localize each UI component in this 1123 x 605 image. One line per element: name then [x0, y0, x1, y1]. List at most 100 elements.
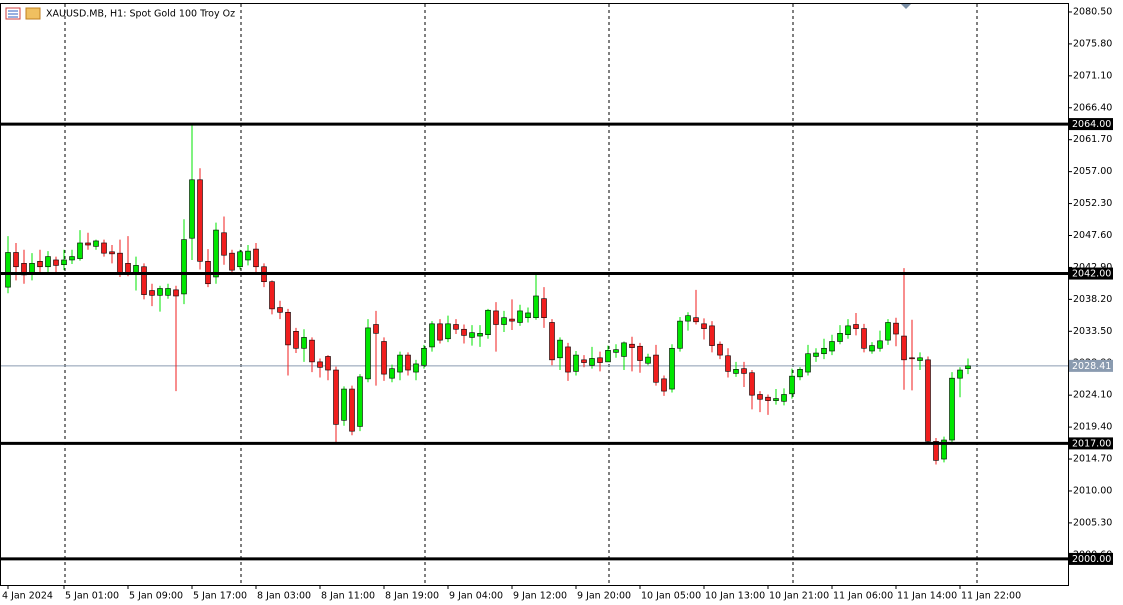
y-tick-label: 2071.10 [1073, 70, 1112, 81]
candle-body [69, 256, 75, 261]
candle-body [341, 388, 347, 421]
candle-body [557, 339, 563, 359]
candle-body [117, 252, 123, 274]
candle-body [941, 439, 947, 460]
y-tick-label: 2019.40 [1073, 422, 1112, 433]
candle-body [285, 311, 291, 346]
x-tick-label: 5 Jan 17:00 [193, 591, 247, 602]
candle-body [669, 347, 675, 390]
y-tick-label: 2066.40 [1073, 102, 1112, 113]
candle-body [741, 368, 747, 374]
candle-body [829, 341, 835, 352]
candle-body [469, 332, 475, 338]
candle-body [781, 394, 787, 402]
candle-body [493, 310, 499, 325]
shift-marker [901, 4, 911, 9]
candle-body [949, 377, 955, 441]
candle-body [821, 347, 827, 355]
candle-body [245, 250, 251, 261]
candle-body [765, 396, 771, 401]
candle-body [85, 242, 91, 246]
candle-body [877, 340, 883, 349]
candle-body [269, 281, 275, 310]
candle-body [109, 251, 115, 255]
plot [1, 122, 1068, 561]
candle-body [549, 322, 555, 361]
level-label-box [1069, 118, 1113, 131]
price-label: 2028.41 [1072, 361, 1111, 372]
y-tick-label: 2038.20 [1073, 294, 1112, 305]
candle-body [805, 353, 811, 373]
candle-body [437, 323, 443, 341]
candle-body [853, 324, 859, 329]
x-tick-label: 4 Jan 2024 [2, 591, 53, 602]
x-tick-label: 8 Jan 03:00 [257, 591, 311, 602]
candle-body [901, 335, 907, 361]
candle-body [325, 356, 331, 371]
candle-body [797, 369, 803, 378]
candle-body [365, 327, 371, 380]
level-label: 2000.00 [1072, 554, 1111, 565]
candle-body [173, 289, 179, 297]
x-tick-label: 8 Jan 11:00 [321, 591, 375, 602]
candle-body [461, 328, 467, 336]
x-tick-label: 11 Jan 14:00 [897, 591, 957, 602]
candle-body [733, 369, 739, 374]
level-label-box [1069, 437, 1113, 450]
y-tick-label: 2052.30 [1073, 198, 1112, 209]
candle-body [61, 259, 67, 266]
candle-body [957, 369, 963, 379]
level-label-box [1069, 552, 1113, 565]
candle-body [421, 347, 427, 366]
candle-body [213, 229, 219, 278]
candle-body [501, 317, 507, 325]
candle-body [613, 349, 619, 353]
candle-body [253, 248, 259, 268]
candle-body [125, 263, 131, 274]
candle-body [165, 288, 171, 296]
x-tick-label: 9 Jan 12:00 [513, 591, 567, 602]
candle-body [229, 252, 235, 271]
candle-body [5, 252, 11, 288]
candle-body [477, 333, 483, 337]
y-tick-label: 2005.30 [1073, 517, 1112, 528]
candle-body [485, 309, 491, 335]
candle-body [157, 288, 163, 296]
level-label: 2042.00 [1072, 269, 1111, 280]
level-label: 2064.00 [1072, 119, 1111, 130]
x-tick-label: 8 Jan 19:00 [385, 591, 439, 602]
candle-body [893, 322, 899, 335]
candle-body [413, 363, 419, 373]
candle-body [845, 325, 851, 335]
candle-body [37, 261, 43, 268]
y-tick-label: 2061.70 [1073, 134, 1112, 145]
candle-body [429, 323, 435, 348]
candle-body [869, 345, 875, 352]
y-tick-label: 2033.50 [1073, 326, 1112, 337]
x-tick-label: 10 Jan 13:00 [705, 591, 765, 602]
candle-body [389, 368, 395, 379]
candle-body [653, 354, 659, 383]
candle-body [317, 361, 323, 368]
candle-body [909, 357, 915, 360]
candle-body [405, 354, 411, 371]
candle-body [685, 315, 691, 322]
candle-body [509, 318, 515, 322]
candle-body [725, 355, 731, 372]
candle-body [709, 325, 715, 346]
candle-body [581, 359, 587, 363]
x-tick-label: 11 Jan 06:00 [833, 591, 893, 602]
candle-body [301, 337, 307, 349]
candle-body [237, 251, 243, 268]
candle-body [397, 354, 403, 373]
candle-body [677, 320, 683, 349]
candle-body [309, 339, 315, 363]
level-label: 2017.00 [1072, 438, 1111, 449]
candle-body [573, 354, 579, 372]
y-tick-label: 2075.80 [1073, 38, 1112, 49]
candle-body [637, 345, 643, 361]
candle-body [917, 357, 923, 361]
candle-body [29, 263, 35, 274]
candle-body [773, 398, 779, 401]
y-tick-label: 2014.70 [1073, 454, 1112, 465]
